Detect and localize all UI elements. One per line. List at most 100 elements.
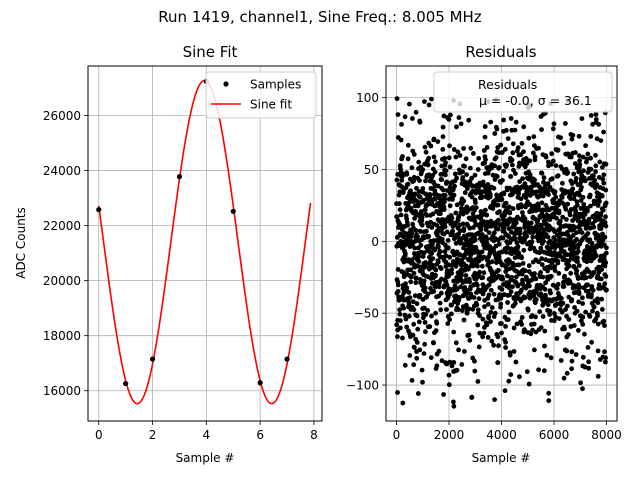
residual-point [506, 285, 512, 290]
residual-point [473, 200, 478, 206]
residual-point [506, 309, 512, 315]
residual-point [475, 167, 481, 172]
residual-point [601, 172, 607, 178]
residual-point [599, 222, 605, 228]
residual-point [603, 187, 609, 193]
residual-point [536, 145, 541, 151]
sine-fit-y-ticks: 16000 18000 20000 22000 24000 26000 [43, 109, 88, 398]
residual-point [533, 314, 538, 320]
residual-point [484, 212, 490, 218]
residual-point [487, 192, 493, 197]
residuals-legend: Residuals μ = -0.0, σ = 36.1 [433, 71, 613, 113]
residual-point [473, 205, 479, 211]
residual-point [534, 189, 539, 195]
residual-point [577, 162, 583, 168]
residual-point [468, 145, 474, 151]
residual-point [561, 141, 567, 146]
residual-point [539, 200, 545, 206]
residual-point [485, 335, 491, 340]
residual-point [582, 212, 588, 217]
residual-point [499, 150, 505, 155]
residual-point [416, 259, 422, 264]
figure-suptitle: Run 1419, channel1, Sine Freq.: 8.005 MH… [158, 8, 482, 26]
residual-point [603, 223, 609, 229]
residual-point [488, 287, 494, 293]
residual-point [545, 268, 550, 274]
residual-point [411, 152, 417, 157]
residual-point [506, 378, 512, 384]
residual-point [398, 325, 403, 331]
residual-point [587, 314, 593, 319]
residual-point [527, 289, 533, 295]
residual-point [397, 311, 403, 317]
residual-point [417, 293, 423, 298]
residual-point [532, 271, 537, 276]
residual-point [531, 150, 536, 156]
residual-point [520, 176, 525, 182]
residual-point [579, 184, 584, 190]
residual-point [521, 149, 526, 155]
residual-point [545, 234, 551, 240]
residual-point [583, 143, 588, 149]
residual-point [492, 230, 497, 236]
residual-point [490, 206, 496, 211]
residual-point [476, 344, 482, 350]
residual-point [603, 355, 608, 361]
residual-point [575, 255, 580, 261]
residual-point [433, 272, 438, 278]
residual-point [591, 173, 596, 179]
residuals-panel: Residuals 0 2000 4000 6000 8000 −100 −50 0 50 10… [346, 43, 622, 465]
residual-point [595, 348, 601, 354]
residual-point [444, 179, 450, 185]
residual-point [472, 218, 478, 224]
residual-point [458, 121, 464, 127]
residual-point [411, 174, 417, 180]
sample-point [176, 174, 183, 180]
residual-point [532, 154, 538, 160]
residual-point [495, 202, 501, 208]
residual-point [574, 202, 580, 208]
residual-point [461, 146, 466, 151]
residual-point [519, 255, 525, 261]
residual-point [395, 112, 401, 117]
residual-point [573, 352, 579, 357]
residual-point [423, 312, 429, 317]
residual-point [513, 220, 519, 226]
residual-point [477, 269, 482, 275]
residual-point [456, 213, 462, 219]
residual-point [602, 234, 608, 240]
sine-fit-legend: Samples Sine fit [205, 71, 317, 119]
residual-point [424, 228, 429, 234]
residual-point [403, 281, 408, 286]
residual-point [584, 156, 590, 162]
residual-point [433, 267, 439, 273]
residual-point [440, 147, 446, 152]
residual-point [578, 380, 583, 386]
residual-point [479, 195, 484, 201]
sample-point [96, 207, 102, 213]
residual-point [508, 289, 514, 294]
residual-point [397, 307, 402, 313]
residual-point [539, 170, 545, 176]
residual-point [443, 168, 449, 174]
residual-point [466, 265, 471, 271]
residual-point [589, 339, 594, 345]
residual-point [508, 372, 514, 377]
residual-point [568, 270, 574, 276]
sine-fit-y-tick-label: 22000 [43, 219, 81, 233]
residual-point [576, 153, 582, 159]
residual-point [395, 267, 401, 272]
residual-point [460, 221, 466, 227]
residual-point [503, 200, 509, 206]
residual-point [562, 326, 567, 332]
residual-point [488, 223, 494, 229]
residual-point [569, 349, 575, 355]
residual-point [547, 217, 553, 223]
residual-point [442, 192, 448, 198]
residual-point [484, 145, 490, 150]
residual-point [522, 295, 528, 300]
residual-point [432, 246, 437, 252]
residual-point [497, 209, 502, 215]
residual-point [408, 267, 414, 273]
residual-point [539, 262, 545, 267]
